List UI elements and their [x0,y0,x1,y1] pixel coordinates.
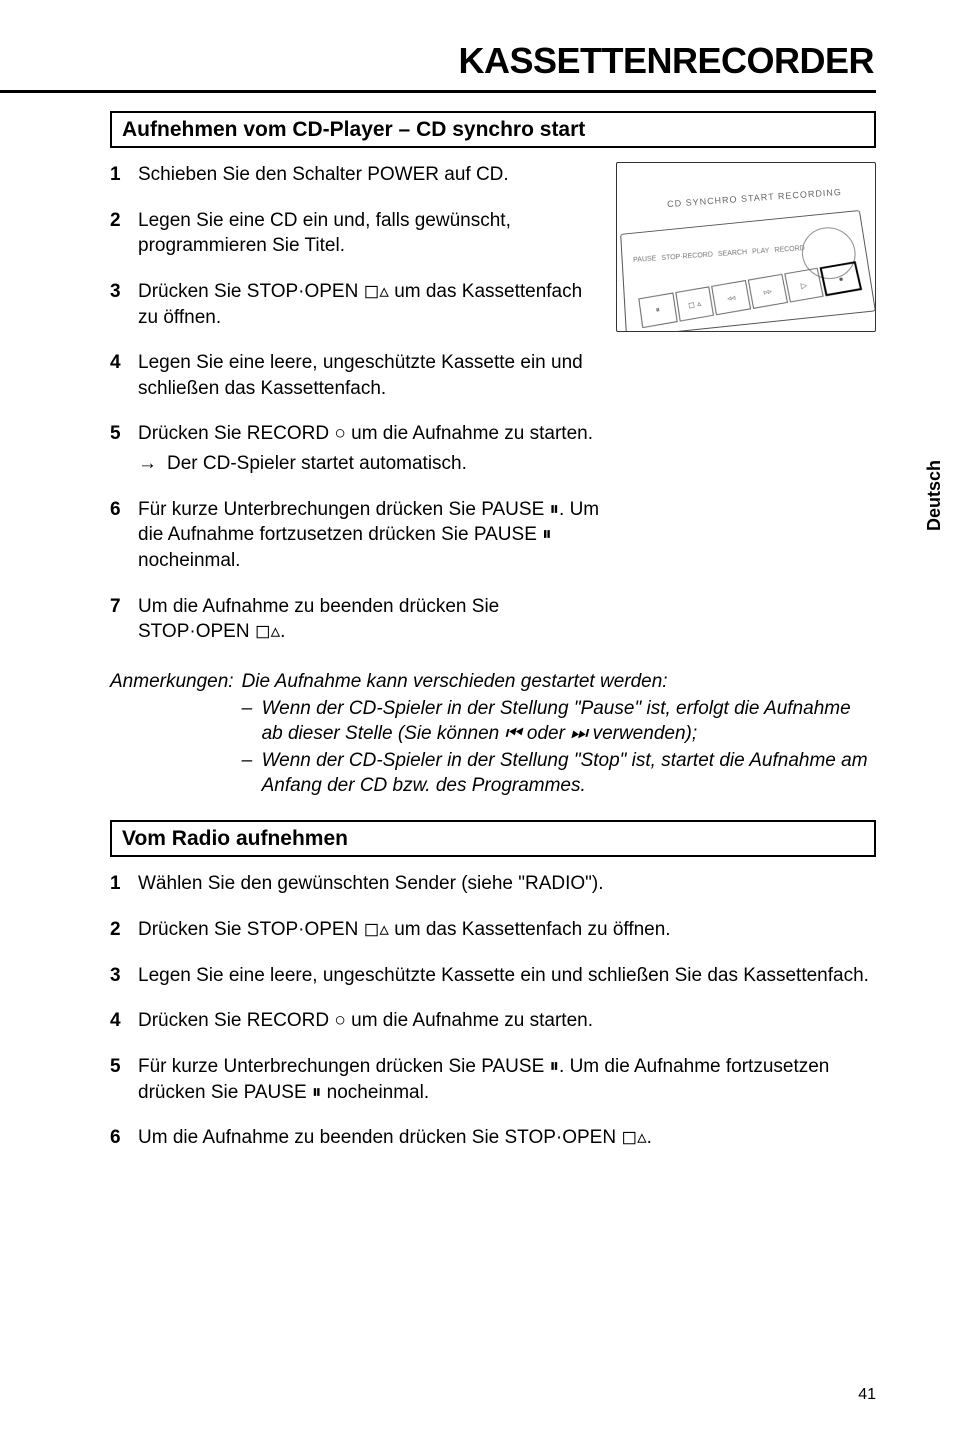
dash-icon: – [242,748,256,798]
step-text: Für kurze Unterbrechungen drücken Sie PA… [138,497,606,574]
device-keys: ⏸ ◻ ▵ ◃◃ ▹▹ ▷ ● [638,261,862,328]
device-key: ◻ ▵ [675,286,714,321]
list-item: 3 Legen Sie eine leere, ungeschützte Kass… [110,963,876,989]
step-text: Schieben Sie den Schalter POWER auf CD. [138,162,606,188]
list-item: 2Legen Sie eine CD ein und, falls gewüns… [110,208,606,259]
list-item: 4Legen Sie eine leere, ungeschützte Kass… [110,350,606,401]
list-item: 3Drücken Sie STOP·OPEN ◻▵ um das Kassett… [110,279,606,330]
notes-item: Wenn der CD-Spieler in der Stellung "Pau… [262,696,876,746]
notes-lead: Die Aufnahme kann verschieden gestartet … [242,669,876,694]
page-number: 41 [858,1386,876,1404]
list-item: 6 Um die Aufnahme zu beenden drücken Sie … [110,1125,876,1151]
step-number: 3 [110,279,128,330]
step-text: Drücken Sie STOP·OPEN ◻▵ um das Kassette… [138,917,876,943]
step-number: 3 [110,963,128,989]
list-item: 6Für kurze Unterbrechungen drücken Sie P… [110,497,606,574]
step-text: Drücken Sie STOP·OPEN ◻▵ um das Kassette… [138,279,606,330]
step-subtext: Der CD-Spieler startet automatisch. [167,451,467,477]
language-tab: Deutsch [924,460,945,531]
step-number: 1 [110,871,128,897]
step-number: 6 [110,1125,128,1151]
step-number: 6 [110,497,128,574]
device-key: ⏸ [638,293,677,329]
device-illustration: CD SYNCHRO START RECORDING ⏸ ◻ ▵ ◃◃ ▹▹ ▷… [616,162,876,332]
step-text: Um die Aufnahme zu beenden drücken Sie S… [138,1125,876,1151]
step-number: 4 [110,1008,128,1034]
device-key-record: ● [820,261,862,296]
step-text: Legen Sie eine leere, ungeschützte Kasse… [138,350,606,401]
step-number: 5 [110,421,128,476]
step-number: 4 [110,350,128,401]
step-text: Legen Sie eine CD ein und, falls gewünsc… [138,208,606,259]
device-key: ◃◃ [711,280,751,315]
figure-top-label: CD SYNCHRO START RECORDING [667,187,842,209]
list-item: 7Um die Aufnahme zu beenden drücken Sie … [110,594,606,645]
step-text: Für kurze Unterbrechungen drücken Sie PA… [138,1054,876,1105]
dash-icon: – [242,696,256,746]
device-body: ⏸ ◻ ▵ ◃◃ ▹▹ ▷ ● [620,210,876,332]
notes-item: Wenn der CD-Spieler in der Stellung "Sto… [262,748,876,798]
step-number: 2 [110,917,128,943]
page-title: KASSETTENRECORDER [110,40,876,88]
section2-steps: 1 Wählen Sie den gewünschten Sender (sieh… [110,871,876,1150]
title-rule [0,90,876,93]
list-item: 4 Drücken Sie RECORD ○ um die Aufnahme zu… [110,1008,876,1034]
section1-heading: Aufnehmen vom CD-Player – CD synchro sta… [110,111,876,148]
section1-steps: 1 Schieben Sie den Schalter POWER auf CD.… [110,162,606,645]
list-item: 5 Drücken Sie RECORD ○ um die Aufnahme z… [110,421,606,476]
device-key-label: PLAY [752,247,770,255]
list-item: 5Für kurze Unterbrechungen drücken Sie P… [110,1054,876,1105]
step-number: 5 [110,1054,128,1105]
step-number: 2 [110,208,128,259]
arrow-icon: → [138,451,157,477]
step-text: Um die Aufnahme zu beenden drücken Sie S… [138,594,606,645]
step-text: Wählen Sie den gewünschten Sender (siehe… [138,871,876,897]
list-item: 2 Drücken Sie STOP·OPEN ◻▵ um das Kassett… [110,917,876,943]
notes-label: Anmerkungen: [110,669,234,798]
step-text: Legen Sie eine leere, ungeschützte Kasse… [138,963,876,989]
device-key: ▷ [784,268,824,303]
step-text: Drücken Sie RECORD ○ um die Aufnahme zu … [138,423,593,444]
device-key: ▹▹ [748,274,788,309]
step-text: Drücken Sie RECORD ○ um die Aufnahme zu … [138,1008,876,1034]
list-item: 1 Wählen Sie den gewünschten Sender (sieh… [110,871,876,897]
section1-notes: Anmerkungen: Die Aufnahme kann verschied… [110,669,876,798]
section2-heading: Vom Radio aufnehmen [110,820,876,857]
step-number: 1 [110,162,128,188]
list-item: 1 Schieben Sie den Schalter POWER auf CD. [110,162,606,188]
step-number: 7 [110,594,128,645]
